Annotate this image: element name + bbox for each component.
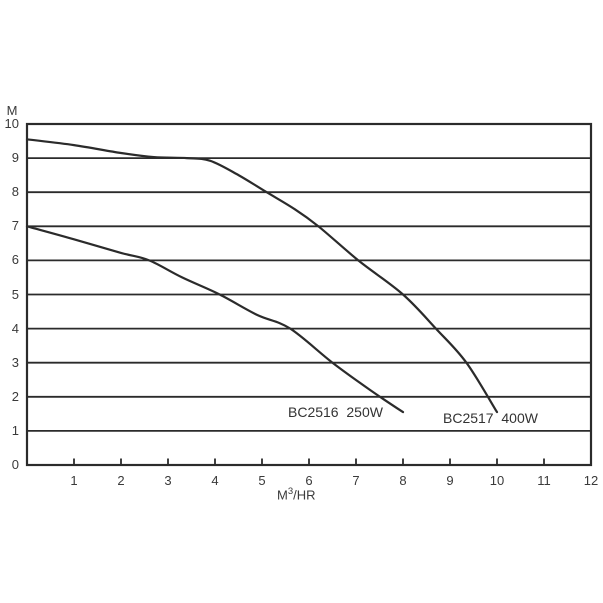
y-tick-label-0: 0 — [11, 457, 19, 472]
x-tick-label-5: 5 — [258, 473, 266, 488]
x-tick-label-1: 1 — [70, 473, 78, 488]
y-tick-label-7: 7 — [11, 218, 19, 234]
y-tick-label-8: 8 — [11, 184, 19, 200]
x-tick-label-8: 8 — [399, 473, 407, 488]
curve-bc2517-400w — [25, 138, 499, 414]
curve-label-bc2516-250w: BC2516 250W — [288, 404, 383, 420]
curve-bc2516-250w — [25, 225, 405, 414]
y-tick-label-9: 9 — [11, 150, 19, 166]
x-tick-label-6: 6 — [305, 473, 313, 488]
x-tick-label-3: 3 — [164, 473, 172, 488]
y-axis-title: M — [6, 103, 18, 118]
x-tick-label-4: 4 — [211, 473, 219, 488]
x-tick-label-2: 2 — [117, 473, 125, 488]
y-tick-label-3: 3 — [11, 354, 19, 370]
x-axis-title-superscript: 3 — [287, 486, 294, 497]
x-tick-label-12: 12 — [583, 473, 599, 488]
y-tick-label-2: 2 — [11, 388, 19, 404]
y-tick-label-5: 5 — [11, 286, 19, 302]
x-tick-label-10: 10 — [489, 473, 505, 488]
x-axis-title: M3/HR — [277, 484, 316, 503]
curve-label-bc2517-400w: BC2517 400W — [443, 410, 538, 426]
y-tick-label-4: 4 — [11, 320, 19, 336]
y-tick-label-6: 6 — [11, 252, 19, 268]
x-tick-label-9: 9 — [446, 473, 454, 488]
x-tick-label-11: 11 — [537, 473, 551, 488]
x-axis-title-base: M — [277, 487, 288, 503]
x-axis-title-unit: /HR — [293, 487, 316, 503]
x-tick-label-7: 7 — [352, 473, 360, 488]
y-tick-label-10: 10 — [4, 116, 19, 131]
y-tick-label-1: 1 — [11, 422, 19, 438]
